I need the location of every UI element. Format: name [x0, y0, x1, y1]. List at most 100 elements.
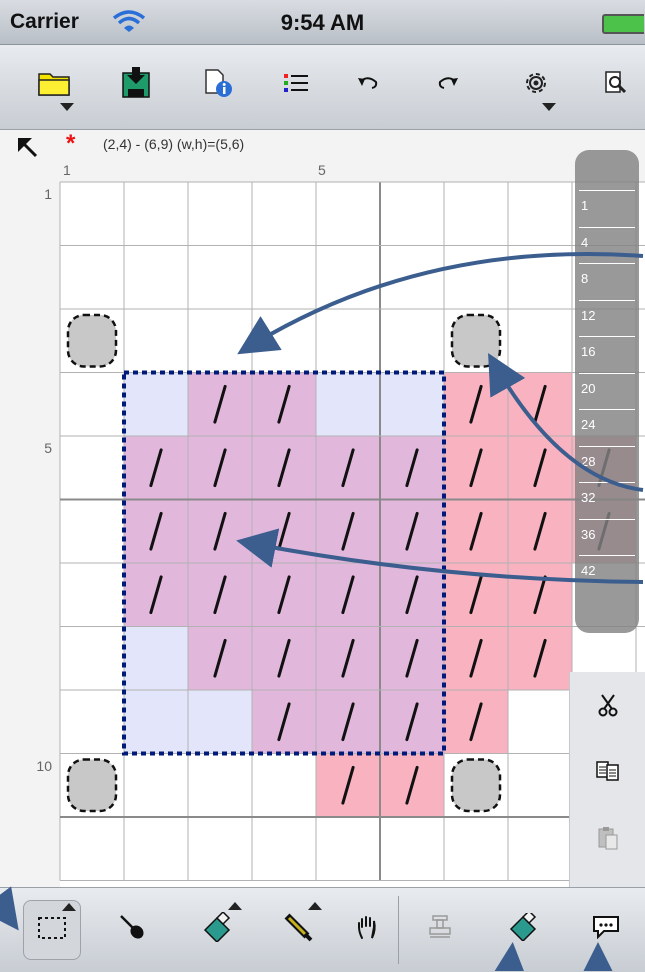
selection-handle[interactable] — [66, 313, 118, 368]
bottom-toolbar — [0, 887, 645, 972]
paste-icon — [597, 825, 619, 856]
row-scroller-label[interactable]: 16 — [581, 344, 596, 359]
preview-button[interactable] — [592, 59, 640, 111]
list-icon — [283, 72, 309, 99]
row-scroller-tick — [579, 299, 635, 301]
stitch-slash-symbol — [405, 448, 419, 488]
save-icon — [121, 66, 151, 104]
stitch-slash-symbol — [213, 448, 227, 488]
stitch-slash-symbol — [341, 702, 355, 742]
row-scroller[interactable]: 1 4 8 12 16 20 24 28 32 36 42 — [575, 150, 639, 633]
jump-to-origin-icon[interactable] — [16, 136, 42, 167]
row-scroller-label[interactable]: 36 — [581, 526, 596, 542]
settings-gear-icon — [521, 68, 551, 103]
col-label-5: 5 — [318, 162, 326, 178]
row-scroller-label[interactable]: 4 — [581, 234, 589, 250]
stitch-slash-symbol — [405, 638, 419, 678]
stitch-slash-symbol — [149, 448, 163, 488]
row-scroller-tick — [579, 518, 635, 520]
hand-tool[interactable] — [340, 900, 396, 958]
row-label-10: 10 — [36, 758, 52, 774]
stitch-slash-symbol — [213, 575, 227, 615]
comment-button[interactable] — [578, 900, 634, 958]
row-label-5: 5 — [44, 440, 52, 456]
preview-icon — [603, 70, 629, 101]
edit-side-panel — [569, 672, 645, 887]
save-button[interactable] — [112, 59, 160, 111]
stitch-slash-symbol — [213, 638, 227, 678]
row-scroller-label[interactable]: 1 — [581, 198, 589, 213]
comment-icon — [592, 915, 620, 944]
settings-button[interactable] — [512, 59, 560, 111]
stitch-slash-symbol — [277, 448, 291, 488]
status-bar: Carrier 9:54 AM — [0, 0, 645, 45]
row-scroller-label[interactable]: 42 — [581, 563, 596, 578]
cut-button[interactable] — [588, 687, 628, 727]
grid-cell[interactable] — [124, 690, 188, 754]
grid-cell[interactable] — [124, 372, 188, 437]
row-label-1: 1 — [44, 186, 52, 202]
row-scroller-tick — [579, 263, 635, 264]
top-ruler: * (2,4) - (6,9) (w,h)=(5,6) 1 5 — [0, 130, 645, 182]
stitch-slash-symbol — [405, 765, 419, 805]
list-button[interactable] — [272, 59, 320, 111]
stitch-slash-symbol — [341, 765, 355, 805]
hand-icon — [356, 914, 380, 945]
paste-button[interactable] — [588, 820, 628, 860]
row-scroller-label[interactable]: 8 — [581, 271, 589, 286]
redo-button[interactable] — [424, 59, 472, 111]
eraser-icon — [201, 907, 235, 947]
stitch-slash-symbol — [213, 511, 227, 551]
grid-cell[interactable] — [316, 372, 380, 437]
eraser-tool[interactable] — [190, 900, 246, 958]
eraser-button[interactable] — [496, 900, 552, 958]
grid-cell[interactable] — [188, 690, 252, 754]
carrier-label: Carrier — [10, 10, 79, 33]
copy-icon — [595, 759, 621, 786]
selection-handle[interactable] — [450, 758, 502, 813]
eraser-small-icon — [509, 909, 539, 946]
row-scroller-tick — [579, 555, 635, 556]
modified-marker: * — [66, 130, 76, 157]
row-scroller-tick — [579, 445, 635, 447]
stitch-slash-symbol — [405, 702, 419, 742]
grid-cell[interactable] — [380, 372, 444, 437]
stitch-slash-symbol — [149, 511, 163, 551]
pen-icon — [281, 912, 315, 947]
stitch-slash-symbol — [341, 638, 355, 678]
copy-button[interactable] — [588, 752, 628, 792]
redo-icon — [436, 74, 460, 97]
pen-tool[interactable] — [270, 900, 326, 958]
stitch-slash-symbol — [469, 448, 483, 488]
selection-handle[interactable] — [450, 313, 502, 368]
wifi-icon — [112, 9, 146, 38]
select-rect-icon — [36, 914, 68, 947]
row-scroller-tick — [579, 482, 635, 483]
row-scroller-label[interactable]: 20 — [581, 380, 596, 396]
col-label-1: 1 — [63, 162, 71, 178]
stitch-slash-symbol — [469, 638, 483, 678]
top-toolbar — [0, 45, 645, 130]
stitch-slash-symbol — [341, 448, 355, 488]
document-info-button[interactable] — [194, 59, 242, 111]
select-rect-tool[interactable] — [23, 900, 81, 960]
stitch-slash-symbol — [277, 384, 291, 424]
stamp-icon — [427, 914, 453, 945]
status-time: 9:54 AM — [280, 10, 365, 35]
row-scroller-tick — [579, 226, 635, 228]
undo-button[interactable] — [344, 59, 392, 111]
row-scroller-tick — [579, 190, 635, 191]
eyedropper-tool[interactable] — [104, 900, 160, 958]
row-scroller-label[interactable]: 24 — [581, 417, 596, 432]
stamp-tool[interactable] — [412, 900, 468, 958]
selection-info: (2,4) - (6,9) (w,h)=(5,6) — [103, 136, 245, 152]
grid-cell[interactable] — [124, 626, 188, 691]
row-scroller-label[interactable]: 12 — [581, 307, 596, 323]
document-info-icon — [203, 68, 233, 103]
left-ruler: 1 5 10 — [0, 182, 60, 887]
row-scroller-label[interactable]: 32 — [581, 490, 596, 505]
selection-handle[interactable] — [66, 758, 118, 813]
open-folder-button[interactable] — [30, 59, 78, 111]
row-scroller-label[interactable]: 28 — [581, 453, 596, 469]
